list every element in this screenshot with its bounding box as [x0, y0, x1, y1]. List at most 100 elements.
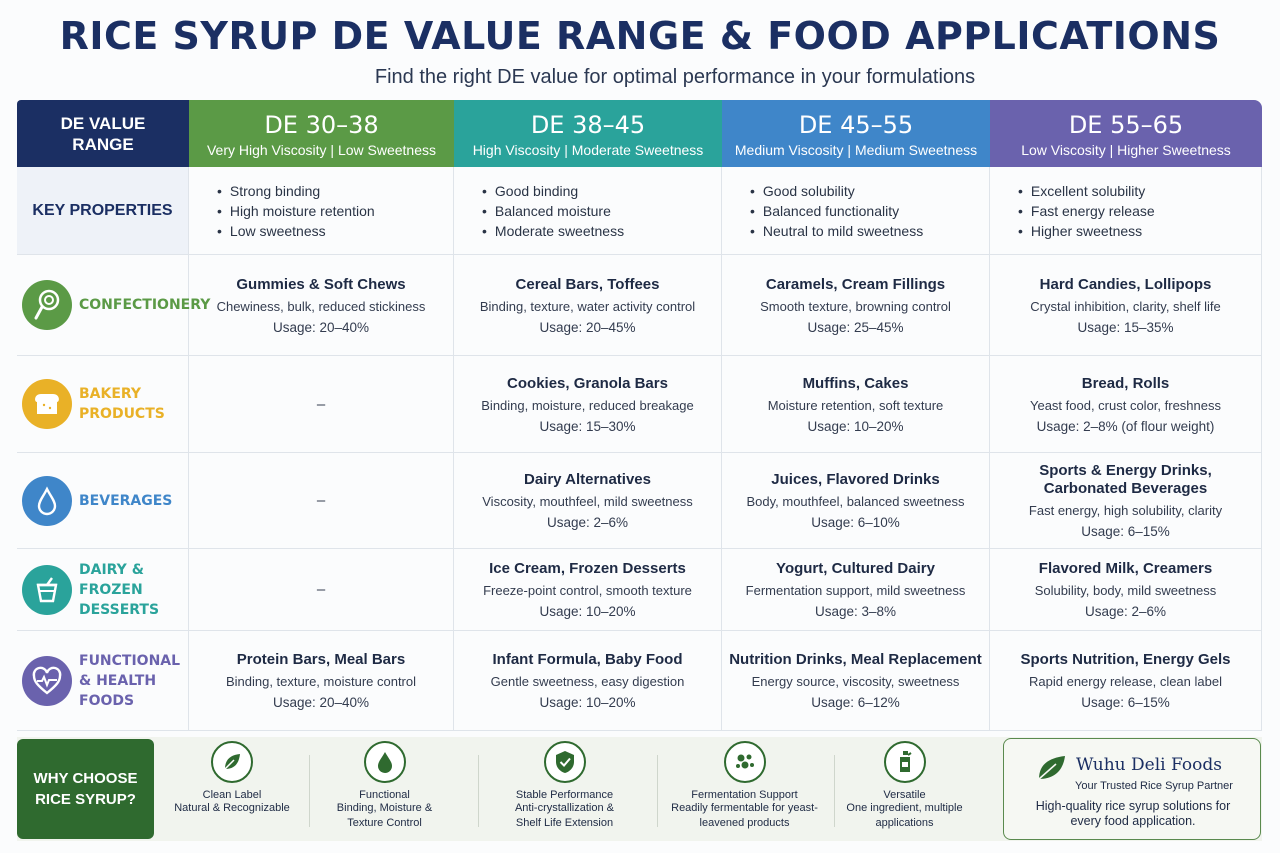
application-desc: Yeast food, crust color, freshness [1029, 397, 1221, 413]
application-cell: Hard Candies, Lollipops Crystal inhibitio… [990, 255, 1262, 356]
application-cell: Juices, Flavored Drinks Body, mouthfeel, … [722, 453, 990, 549]
application-desc: Moisture retention, soft texture [767, 397, 944, 413]
usage-rate: Usage: 15–35% [1077, 319, 1174, 335]
category-row: BAKERY PRODUCTS – Cookies, Granola Bars Bin… [17, 356, 1262, 453]
application-cell: – [189, 549, 454, 631]
de-header-30-38: DE 30–38 Very High Viscosity | Low Sweet… [189, 100, 454, 167]
application-cell: Sports & Energy Drinks, Carbonated Bever… [990, 453, 1262, 549]
usage-rate: Usage: 6–12% [811, 695, 900, 710]
category-label-cell: BAKERY PRODUCTS [17, 356, 189, 453]
feature-versatile: Versatile One ingredient, multiple appli… [842, 741, 967, 839]
application-desc: Viscosity, mouthfeel, mild sweetness [482, 494, 693, 509]
feature-functional: Functional Binding, Moisture & Texture C… [317, 741, 452, 839]
application-cell: Ice Cream, Frozen Desserts Freeze-point c… [454, 549, 722, 631]
property-item: Balanced moisture [482, 201, 721, 221]
application-name: Juices, Flavored Drinks [771, 471, 940, 488]
leaf-icon [211, 741, 253, 783]
property-item: Moderate sweetness [482, 221, 721, 241]
why-choose-label: WHY CHOOSE RICE SYRUP? [33, 770, 138, 808]
application-name: Sports Nutrition, Energy Gels [1020, 651, 1231, 668]
category-label: DAIRY & FROZEN DESSERTS [79, 561, 160, 618]
application-desc: Body, mouthfeel, balanced sweetness [746, 494, 965, 509]
de-header-45-55: DE 45–55 Medium Viscosity | Medium Sweet… [722, 100, 990, 167]
key-properties-label: KEY PROPERTIES [17, 167, 189, 255]
application-cell: Caramels, Cream Fillings Smooth texture, … [722, 255, 990, 356]
de-range: DE 45–55 [798, 110, 914, 139]
usage-rate: Usage: 20–45% [539, 319, 636, 335]
shield-check-icon [543, 741, 586, 783]
application-name: Nutrition Drinks, Meal Replacement [729, 651, 982, 668]
application-name: Flavored Milk, Creamers [1038, 560, 1213, 577]
not-applicable-dash: – [316, 581, 326, 598]
de-desc: Medium Viscosity | Medium Sweetness [734, 141, 978, 158]
brand-desc-text: High-quality rice syrup solutions for ev… [1035, 799, 1231, 828]
de-range: DE 55–65 [1068, 110, 1184, 139]
feature-desc: Readily fermentable for yeast-leavened p… [671, 802, 818, 829]
application-desc: Binding, texture, water activity control [479, 298, 696, 314]
de-range: DE 38–45 [530, 110, 646, 139]
yogurt-cup-icon [22, 564, 72, 615]
category-label: BEVERAGES [79, 492, 173, 509]
corner-header: DE VALUE RANGE [17, 100, 189, 167]
corner-label-1: DE VALUE RANGE [60, 113, 146, 154]
property-item: Low sweetness [217, 221, 453, 241]
why-choose-badge: WHY CHOOSE RICE SYRUP? [17, 739, 154, 839]
category-label-cell: BEVERAGES [17, 453, 189, 549]
usage-rate: Usage: 6–10% [811, 515, 900, 530]
feature-title: Functional [359, 789, 410, 801]
application-desc: Crystal inhibition, clarity, shelf life [1030, 298, 1221, 314]
category-label: FUNCTIONAL & HEALTH FOODS [79, 652, 181, 709]
application-name: Bread, Rolls [1081, 374, 1170, 392]
application-cell: Muffins, Cakes Moisture retention, soft t… [722, 356, 990, 453]
property-item: Neutral to mild sweetness [750, 221, 989, 241]
page-title: RICE SYRUP DE VALUE RANGE & FOOD APPLICA… [59, 14, 1221, 58]
application-cell: – [189, 356, 454, 453]
lollipop-icon [22, 280, 72, 330]
property-item: Strong binding [217, 181, 453, 201]
application-desc: Rapid energy release, clean label [1029, 674, 1222, 689]
usage-rate: Usage: 10–20% [539, 604, 636, 619]
application-cell: Bread, Rolls Yeast food, crust color, fre… [990, 356, 1262, 453]
application-desc: Gentle sweetness, easy digestion [490, 674, 685, 689]
application-name: Infant Formula, Baby Food [492, 651, 683, 668]
divider [657, 755, 658, 827]
bottle-icon [883, 741, 926, 783]
application-cell: Gummies & Soft Chews Chewiness, bulk, red… [189, 255, 454, 356]
yeast-icon [723, 741, 766, 783]
application-desc: Solubility, body, mild sweetness [1034, 583, 1217, 598]
application-cell: Cookies, Granola Bars Binding, moisture, … [454, 356, 722, 453]
property-item: Balanced functionality [750, 201, 989, 221]
application-name: Hard Candies, Lollipops [1039, 275, 1212, 293]
not-applicable-dash: – [316, 492, 326, 509]
property-item: Fast energy release [1018, 201, 1261, 221]
application-cell: Nutrition Drinks, Meal Replacement Energy… [722, 631, 990, 731]
application-cell: Dairy Alternatives Viscosity, mouthfeel, … [454, 453, 722, 549]
divider [309, 755, 310, 827]
property-item: High moisture retention [217, 201, 453, 221]
feature-title: Fermentation Support [691, 789, 798, 801]
header-row: DE VALUE RANGE DE 30–38 Very High Viscos… [17, 100, 1262, 167]
category-label-cell: FUNCTIONAL & HEALTH FOODS [17, 631, 189, 731]
feature-desc: One ingredient, multiple applications [846, 802, 963, 829]
category-row: DAIRY & FROZEN DESSERTS – Ice Cream, Froze… [17, 549, 1262, 631]
heart-pulse-icon [22, 655, 72, 706]
application-cell: Protein Bars, Meal Bars Binding, texture,… [189, 631, 454, 731]
application-name: Cereal Bars, Toffees [515, 275, 660, 293]
properties-cell: Good binding Balanced moisture Moderate … [454, 167, 722, 255]
not-applicable-dash: – [316, 395, 326, 413]
feature-fermentation-support: Fermentation Support Readily fermentable… [667, 741, 822, 839]
de-header-55-65: DE 55–65 Low Viscosity | Higher Sweetnes… [990, 100, 1262, 167]
usage-rate: Usage: 15–30% [539, 418, 636, 434]
properties-cell: Good solubility Balanced functionality N… [722, 167, 990, 255]
properties-cell: Strong binding High moisture retention L… [189, 167, 454, 255]
feature-desc: Anti-crystallization & Shelf Life Extens… [514, 802, 615, 829]
category-row: CONFECTIONERY Gummies & Soft Chews Chewine… [17, 255, 1262, 356]
application-desc: Fermentation support, mild sweetness [745, 583, 966, 598]
application-desc: Smooth texture, browning control [760, 298, 951, 314]
category-label-cell: CONFECTIONERY [17, 255, 210, 356]
properties-cell: Excellent solubility Fast energy release… [990, 167, 1262, 255]
divider [834, 755, 835, 827]
usage-rate: Usage: 6–15% [1081, 524, 1170, 539]
application-name: Protein Bars, Meal Bars [236, 651, 406, 668]
usage-rate: Usage: 20–40% [272, 319, 370, 335]
